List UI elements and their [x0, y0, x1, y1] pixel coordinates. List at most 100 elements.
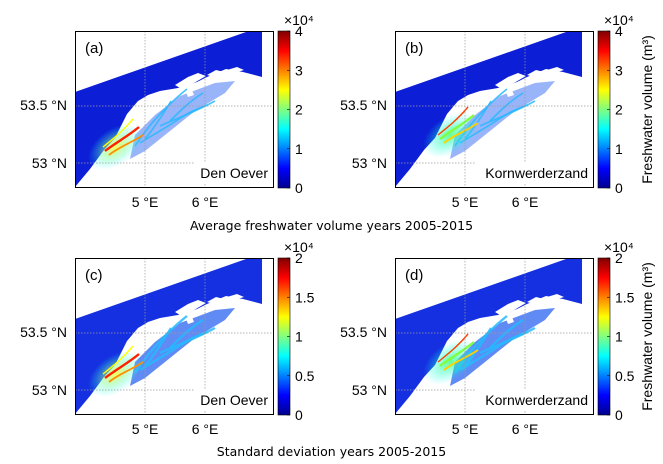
lon-tick-label: 5 °E: [132, 194, 159, 210]
colorbar-tick-label: 0: [295, 180, 303, 196]
panel-tag: (a): [85, 40, 103, 57]
colorbar-tick-label: 1.5: [295, 289, 315, 305]
lon-tick-label: 6 °E: [512, 194, 539, 210]
plume-edge: [437, 106, 469, 136]
colorbar-tick-label: 0: [615, 180, 623, 196]
map-panel-a: (a) Den Oever 53.5 °N 53 °N 5 °E 6 °E 4 3 2 1 0 ×10…: [20, 12, 314, 210]
plume-mid: [108, 134, 144, 156]
colorbar-axis-label: Freshwater volume (m³): [639, 262, 655, 411]
map-panel-d: (d) Kornwerderzand 53.5 °N 53 °N 5 °E 6 °E 2 1.…: [340, 239, 655, 437]
plume-core: [104, 126, 140, 152]
panel-tag: (d): [405, 267, 423, 284]
location-label: Kornwerderzand: [485, 392, 588, 408]
location-label-bg: [193, 389, 272, 411]
island: [227, 294, 244, 300]
island: [207, 297, 224, 304]
colorbar-tick-label: 1.5: [615, 289, 635, 305]
tidal-channel: [489, 92, 524, 122]
colorbar-tick-label: 1: [615, 141, 623, 157]
lat-tick-label: 53.5 °N: [20, 97, 67, 113]
colorbar-tick-label: 2: [295, 250, 303, 266]
lat-tick-label: 53 °N: [352, 382, 387, 398]
panel-tag: (c): [85, 267, 103, 284]
island: [473, 321, 482, 328]
lat-tick-label: 53.5 °N: [340, 324, 387, 340]
colorbar-tick-label: 4: [615, 23, 623, 39]
location-label-bg: [193, 162, 272, 184]
plume-edge: [102, 345, 134, 375]
island: [227, 67, 244, 73]
tidal-channel: [479, 100, 536, 127]
caption-stddev: Standard deviation years 2005-2015: [216, 444, 447, 459]
plume-mid: [443, 349, 479, 371]
plume-mid: [108, 361, 144, 383]
colorbar-tick-label: 2: [295, 102, 303, 118]
island: [186, 317, 194, 324]
lon-tick-label: 6 °E: [512, 421, 539, 437]
panel-tag: (b): [405, 40, 423, 57]
island: [473, 94, 482, 101]
island: [547, 294, 564, 300]
location-label: Den Oever: [200, 165, 268, 181]
sea-interior-tint: [130, 308, 235, 386]
island: [495, 73, 526, 88]
colorbar-tick-label: 2: [615, 102, 623, 118]
sea-interior-tint: [450, 81, 555, 159]
location-label-bg: [475, 162, 592, 184]
plume-core: [439, 341, 475, 367]
colorbar-tick-label: 4: [295, 23, 303, 39]
tidal-channel: [144, 327, 173, 367]
colorbar-tick-label: 1: [295, 329, 303, 345]
colorbar-tick-label: 3: [295, 62, 303, 78]
lat-tick-label: 53.5 °N: [20, 324, 67, 340]
island: [175, 300, 206, 315]
map-frame: [395, 31, 594, 188]
tidal-channel: [169, 318, 204, 349]
island: [153, 94, 162, 101]
island: [207, 70, 224, 77]
island: [175, 73, 206, 88]
island: [527, 297, 544, 304]
colorbar-tick-label: 1: [615, 329, 623, 345]
plume-mid: [443, 122, 479, 144]
tidal-channel: [159, 100, 216, 127]
lat-tick-label: 53 °N: [32, 382, 67, 398]
colorbar-exponent: ×10⁴: [284, 239, 314, 255]
lon-tick-label: 5 °E: [452, 194, 479, 210]
colorbar-tick-label: 0: [615, 407, 623, 423]
plume-core: [104, 353, 140, 379]
colorbar-tick-label: 1: [295, 141, 303, 157]
island: [527, 70, 544, 77]
map-frame: [395, 258, 594, 415]
island: [547, 67, 564, 73]
colorbar-tick-label: 3: [615, 62, 623, 78]
map-frame: [75, 31, 274, 188]
colorbar-exponent: ×10⁴: [604, 12, 634, 28]
plume-edge: [102, 118, 134, 148]
location-label: Kornwerderzand: [485, 165, 588, 181]
colorbar-tick-label: 0: [295, 407, 303, 423]
tidal-channel: [144, 100, 172, 140]
colorbar-exponent: ×10⁴: [604, 239, 634, 255]
island: [153, 321, 162, 328]
tidal-channel: [159, 326, 216, 355]
location-label: Den Oever: [200, 392, 268, 408]
location-label-bg: [475, 389, 592, 411]
lon-tick-label: 6 °E: [192, 421, 219, 437]
map-frame: [75, 258, 274, 415]
colorbar-axis-label: Freshwater volume (m³): [639, 35, 655, 184]
colorbar-tick-label: 0.5: [615, 368, 635, 384]
lon-tick-label: 6 °E: [192, 194, 219, 210]
map-panel-b: (b) Kornwerderzand 53.5 °N 53 °N 5 °E 6 °E 4 3 2…: [340, 12, 655, 210]
colorbar-tick-label: 2: [615, 250, 623, 266]
sea-interior-tint: [450, 308, 555, 386]
lat-tick-label: 53 °N: [32, 155, 67, 171]
island: [186, 90, 194, 97]
tidal-channel: [479, 326, 536, 355]
tidal-channel: [169, 92, 204, 122]
sea-interior-tint: [130, 81, 235, 159]
lat-tick-label: 53.5 °N: [340, 97, 387, 113]
lon-tick-label: 5 °E: [452, 421, 479, 437]
caption-average: Average freshwater volume years 2005-201…: [189, 218, 474, 233]
